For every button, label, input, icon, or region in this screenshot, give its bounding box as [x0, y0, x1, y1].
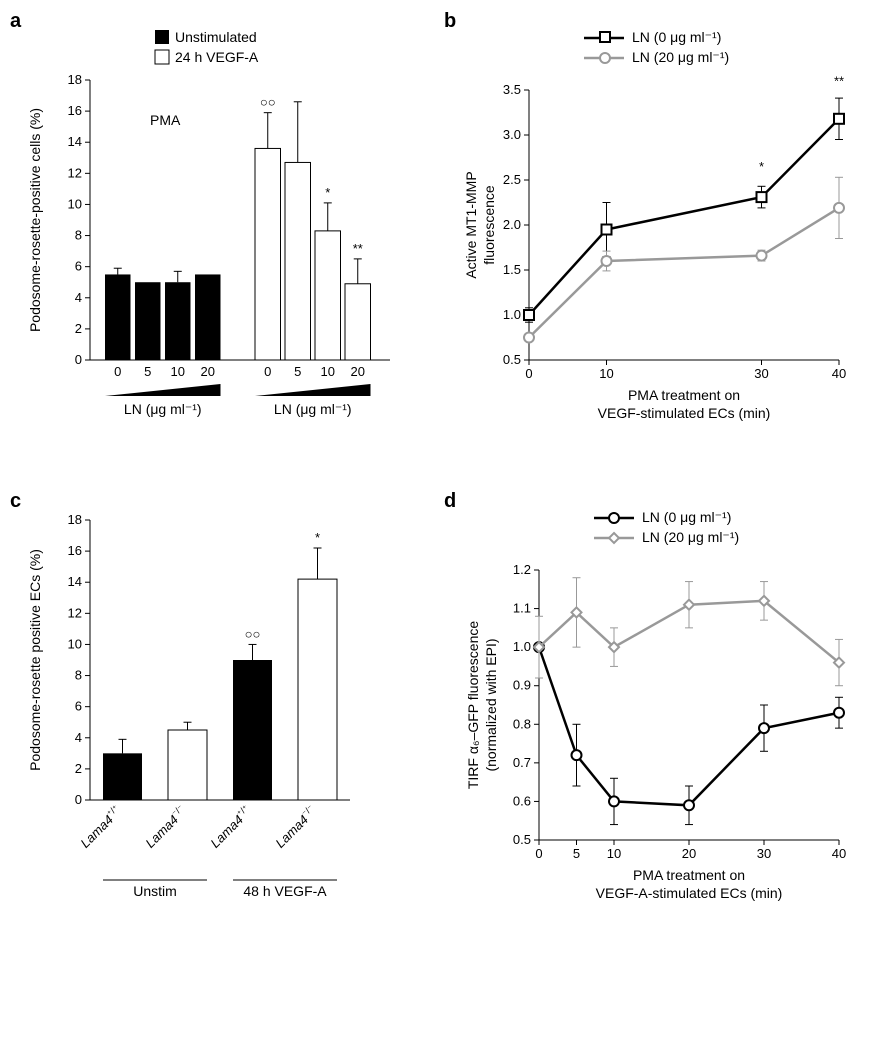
- svg-text:10: 10: [321, 364, 335, 379]
- svg-text:*: *: [325, 185, 330, 200]
- svg-text:24 h VEGF-A: 24 h VEGF-A: [175, 49, 259, 65]
- svg-text:20: 20: [682, 846, 696, 861]
- svg-text:0.5: 0.5: [503, 352, 521, 367]
- svg-text:**: **: [353, 241, 363, 256]
- panel-d-chart: LN (0 μg ml⁻¹) LN (20 μg ml⁻¹) 0.5 0.6 0.7 0.…: [454, 500, 874, 970]
- svg-text:○○: ○○: [245, 626, 261, 641]
- svg-text:0: 0: [75, 352, 82, 367]
- svg-text:0.9: 0.9: [513, 678, 531, 693]
- svg-text:4: 4: [75, 730, 82, 745]
- panel-c: c 024681012141618Podosome-rosette positi…: [20, 500, 424, 970]
- svg-text:Lama4⁻/⁻: Lama4⁻/⁻: [272, 803, 320, 851]
- svg-text:0.6: 0.6: [513, 793, 531, 808]
- svg-text:*: *: [759, 159, 764, 174]
- svg-text:*: *: [315, 530, 320, 545]
- panel-c-chart: 0 2 4 6 8 10 12 14 16 18 Podosome-rosette positive…: [20, 500, 420, 970]
- panel-c-label: c: [10, 490, 21, 513]
- svg-text:10: 10: [68, 636, 82, 651]
- svg-text:10: 10: [607, 846, 621, 861]
- svg-text:16: 16: [68, 103, 82, 118]
- svg-text:**: **: [834, 74, 844, 89]
- svg-text:Lama4⁺/⁺: Lama4⁺/⁺: [77, 803, 125, 851]
- svg-text:6: 6: [75, 259, 82, 274]
- svg-text:14: 14: [68, 574, 82, 589]
- svg-text:2.5: 2.5: [503, 172, 521, 187]
- svg-text:30: 30: [757, 846, 771, 861]
- svg-text:5: 5: [573, 846, 580, 861]
- svg-text:LN (20 μg ml⁻¹): LN (20 μg ml⁻¹): [632, 49, 729, 65]
- svg-text:Lama4⁻/⁻: Lama4⁻/⁻: [142, 803, 190, 851]
- svg-text:16: 16: [68, 543, 82, 558]
- svg-text:PMA treatment on: PMA treatment on: [633, 867, 745, 883]
- svg-text:LN (μg ml⁻¹): LN (μg ml⁻¹): [124, 401, 202, 417]
- svg-text:14: 14: [68, 134, 82, 149]
- svg-text:Podosome-rosette positive ECs: Podosome-rosette positive ECs (%): [27, 549, 43, 771]
- svg-text:0: 0: [525, 366, 532, 381]
- svg-text:2.0: 2.0: [503, 217, 521, 232]
- svg-text:40: 40: [832, 846, 846, 861]
- svg-text:8: 8: [75, 228, 82, 243]
- svg-text:1.0: 1.0: [503, 307, 521, 322]
- svg-text:10: 10: [68, 196, 82, 211]
- svg-text:PMA treatment on: PMA treatment on: [628, 387, 740, 403]
- panel-a-label: a: [10, 10, 21, 33]
- svg-text:1.5: 1.5: [503, 262, 521, 277]
- svg-text:18: 18: [68, 72, 82, 87]
- svg-text:Unstimulated: Unstimulated: [175, 29, 257, 45]
- figure-grid: a Unstimulated24 h VEGF-A024681012141618…: [20, 20, 874, 970]
- svg-text:Podosome-rosette-positive cell: Podosome-rosette-positive cells (%): [27, 108, 43, 332]
- svg-text:0: 0: [75, 792, 82, 807]
- svg-text:10: 10: [599, 366, 613, 381]
- panel-b-label: b: [444, 10, 456, 33]
- svg-text:30: 30: [754, 366, 768, 381]
- svg-text:40: 40: [832, 366, 846, 381]
- svg-text:20: 20: [201, 364, 215, 379]
- svg-text:18: 18: [68, 512, 82, 527]
- svg-text:5: 5: [294, 364, 301, 379]
- panel-d: d LN (0 μg ml⁻¹)LN (20 μg ml⁻¹)0.50.60.7…: [454, 500, 874, 970]
- svg-text:(normalized with EPI): (normalized with EPI): [483, 638, 499, 771]
- svg-text:2: 2: [75, 321, 82, 336]
- svg-text:8: 8: [75, 668, 82, 683]
- svg-text:10: 10: [171, 364, 185, 379]
- svg-text:LN (μg ml⁻¹): LN (μg ml⁻¹): [274, 401, 352, 417]
- svg-text:6: 6: [75, 699, 82, 714]
- svg-text:fluorescence: fluorescence: [481, 185, 497, 265]
- svg-text:0.8: 0.8: [513, 716, 531, 731]
- panel-d-label: d: [444, 490, 456, 513]
- svg-text:○○: ○○: [260, 95, 276, 110]
- svg-text:LN (0 μg ml⁻¹): LN (0 μg ml⁻¹): [642, 509, 731, 525]
- svg-text:PMA: PMA: [150, 112, 181, 128]
- svg-text:2: 2: [75, 761, 82, 776]
- svg-text:Active MT1-MMP: Active MT1-MMP: [463, 171, 479, 278]
- svg-text:TIRF α₆–GFP fluorescence: TIRF α₆–GFP fluorescence: [465, 621, 481, 790]
- panel-b-chart: LN (0 μg ml⁻¹) LN (20 μg ml⁻¹) 0.5 1.0 1.5 2.…: [454, 20, 874, 450]
- svg-text:1.2: 1.2: [513, 562, 531, 577]
- svg-text:0: 0: [535, 846, 542, 861]
- panel-b: b LN (0 μg ml⁻¹)LN (20 μg ml⁻¹)0.51.01.5…: [454, 20, 874, 450]
- panel-a-chart: Unstimulated 24 h VEGF-A 0 2 4 6 8 10 12 14 16 18 Po…: [20, 20, 420, 450]
- svg-text:12: 12: [68, 165, 82, 180]
- svg-text:0: 0: [264, 364, 271, 379]
- svg-text:Unstim: Unstim: [133, 883, 177, 899]
- svg-text:3.5: 3.5: [503, 82, 521, 97]
- svg-text:Lama4⁺/⁺: Lama4⁺/⁺: [207, 803, 255, 851]
- svg-text:0.7: 0.7: [513, 755, 531, 770]
- svg-text:VEGF-A-stimulated ECs (min): VEGF-A-stimulated ECs (min): [596, 885, 783, 901]
- svg-text:20: 20: [351, 364, 365, 379]
- panel-a: a Unstimulated24 h VEGF-A024681012141618…: [20, 20, 424, 450]
- svg-text:4: 4: [75, 290, 82, 305]
- svg-text:LN (20 μg ml⁻¹): LN (20 μg ml⁻¹): [642, 529, 739, 545]
- svg-text:LN (0 μg ml⁻¹): LN (0 μg ml⁻¹): [632, 29, 721, 45]
- svg-text:48 h VEGF-A: 48 h VEGF-A: [243, 883, 327, 899]
- svg-text:1.1: 1.1: [513, 601, 531, 616]
- svg-text:12: 12: [68, 605, 82, 620]
- svg-text:0: 0: [114, 364, 121, 379]
- svg-text:1.0: 1.0: [513, 639, 531, 654]
- svg-text:VEGF-stimulated ECs (min): VEGF-stimulated ECs (min): [598, 405, 771, 421]
- svg-text:3.0: 3.0: [503, 127, 521, 142]
- svg-text:0.5: 0.5: [513, 832, 531, 847]
- svg-text:5: 5: [144, 364, 151, 379]
